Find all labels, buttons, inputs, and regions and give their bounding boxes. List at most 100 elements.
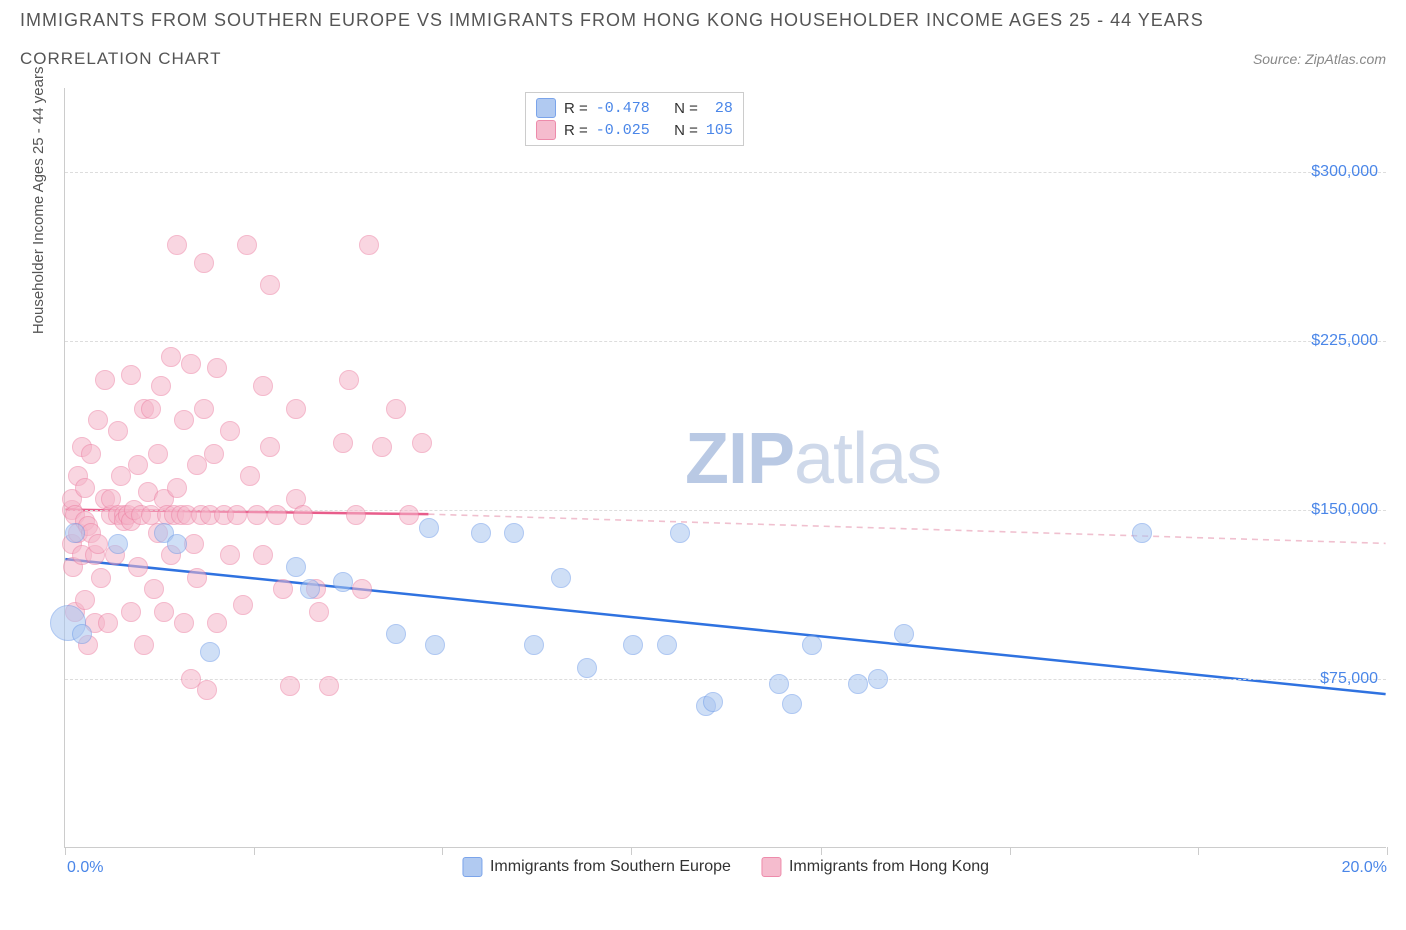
data-point: [1132, 523, 1152, 543]
data-point: [286, 557, 306, 577]
data-point: [300, 579, 320, 599]
data-point: [352, 579, 372, 599]
gridline: [65, 172, 1386, 173]
data-point: [197, 680, 217, 700]
data-point: [121, 602, 141, 622]
plot-area: ZIPatlas R = -0.478 N = 28 R = -0.025 N …: [64, 88, 1386, 848]
x-tick: [65, 847, 66, 855]
data-point: [167, 534, 187, 554]
data-point: [144, 579, 164, 599]
data-point: [148, 444, 168, 464]
data-point: [260, 437, 280, 457]
stats-row-series1: R = -0.478 N = 28: [536, 97, 733, 119]
data-point: [848, 674, 868, 694]
data-point: [399, 505, 419, 525]
y-tick-label: $300,000: [1311, 163, 1378, 181]
data-point: [88, 410, 108, 430]
x-tick: [442, 847, 443, 855]
data-point: [167, 478, 187, 498]
data-point: [81, 444, 101, 464]
watermark: ZIPatlas: [685, 418, 941, 500]
data-point: [412, 433, 432, 453]
data-point: [273, 579, 293, 599]
data-point: [333, 572, 353, 592]
data-point: [108, 534, 128, 554]
legend-item-series2: Immigrants from Hong Kong: [761, 857, 989, 877]
data-point: [121, 365, 141, 385]
data-point: [504, 523, 524, 543]
data-point: [174, 410, 194, 430]
data-point: [181, 354, 201, 374]
data-point: [72, 624, 92, 644]
data-point: [128, 557, 148, 577]
data-point: [551, 568, 571, 588]
data-point: [346, 505, 366, 525]
data-point: [220, 421, 240, 441]
data-point: [670, 523, 690, 543]
x-tick-label: 0.0%: [67, 859, 103, 877]
series-legend: Immigrants from Southern Europe Immigran…: [462, 857, 989, 877]
gridline: [65, 679, 1386, 680]
data-point: [220, 545, 240, 565]
data-point: [703, 692, 723, 712]
data-point: [386, 399, 406, 419]
data-point: [577, 658, 597, 678]
data-point: [769, 674, 789, 694]
data-point: [207, 358, 227, 378]
data-point: [128, 455, 148, 475]
legend-swatch-series2: [761, 857, 781, 877]
data-point: [319, 676, 339, 696]
data-point: [419, 518, 439, 538]
data-point: [141, 399, 161, 419]
chart-title-line2: Correlation Chart: [20, 49, 222, 69]
data-point: [524, 635, 544, 655]
data-point: [154, 602, 174, 622]
chart-title-line1: Immigrants from Southern Europe vs Immig…: [20, 10, 1386, 31]
data-point: [194, 253, 214, 273]
data-point: [386, 624, 406, 644]
data-point: [167, 235, 187, 255]
data-point: [98, 613, 118, 633]
gridline: [65, 341, 1386, 342]
data-point: [207, 613, 227, 633]
legend-item-series1: Immigrants from Southern Europe: [462, 857, 731, 877]
x-tick: [821, 847, 822, 855]
data-point: [240, 466, 260, 486]
data-point: [108, 421, 128, 441]
y-axis-label: Householder Income Ages 25 - 44 years: [30, 67, 47, 335]
swatch-series1: [536, 98, 556, 118]
data-point: [75, 478, 95, 498]
data-point: [267, 505, 287, 525]
data-point: [802, 635, 822, 655]
data-point: [309, 602, 329, 622]
source-attribution: Source: ZipAtlas.com: [1253, 51, 1386, 67]
data-point: [339, 370, 359, 390]
data-point: [134, 635, 154, 655]
y-tick-label: $225,000: [1311, 332, 1378, 350]
x-tick: [1010, 847, 1011, 855]
data-point: [623, 635, 643, 655]
data-point: [657, 635, 677, 655]
data-point: [174, 613, 194, 633]
data-point: [894, 624, 914, 644]
data-point: [293, 505, 313, 525]
x-tick: [1387, 847, 1388, 855]
y-tick-label: $150,000: [1311, 501, 1378, 519]
data-point: [260, 275, 280, 295]
data-point: [782, 694, 802, 714]
data-point: [91, 568, 111, 588]
data-point: [868, 669, 888, 689]
data-point: [151, 376, 171, 396]
x-tick-label: 20.0%: [1342, 859, 1387, 877]
data-point: [280, 676, 300, 696]
data-point: [204, 444, 224, 464]
y-tick-label: $75,000: [1320, 670, 1378, 688]
data-point: [227, 505, 247, 525]
data-point: [372, 437, 392, 457]
data-point: [471, 523, 491, 543]
trend-lines: [65, 88, 1386, 847]
data-point: [65, 523, 85, 543]
data-point: [95, 370, 115, 390]
x-tick: [631, 847, 632, 855]
stats-legend: R = -0.478 N = 28 R = -0.025 N = 105: [525, 92, 744, 146]
